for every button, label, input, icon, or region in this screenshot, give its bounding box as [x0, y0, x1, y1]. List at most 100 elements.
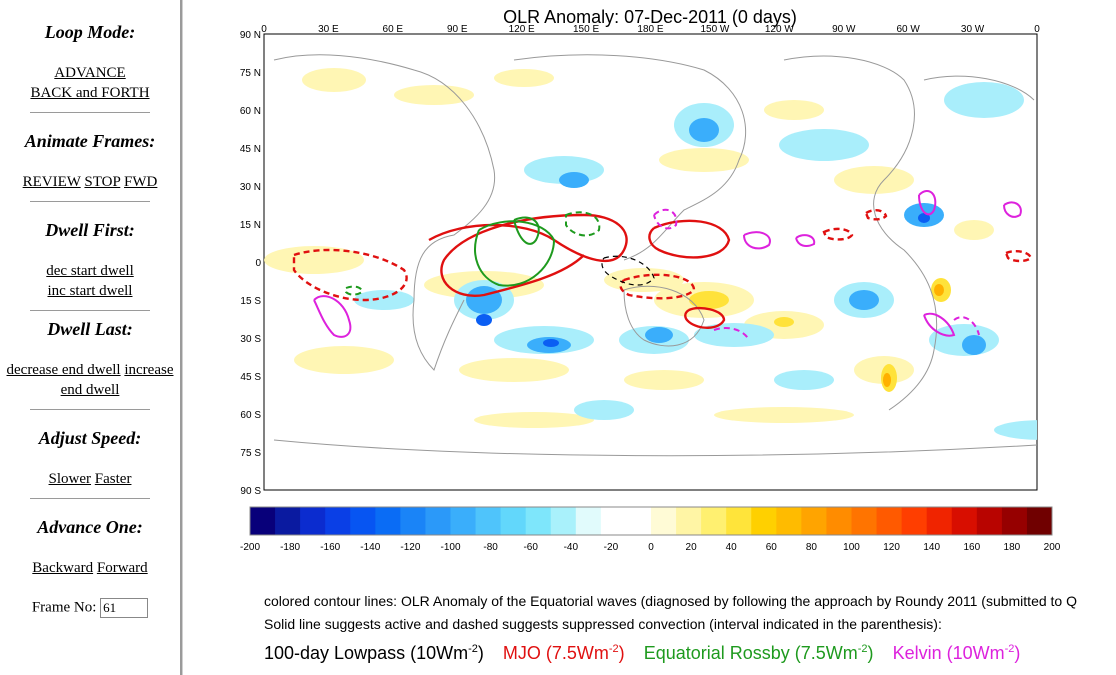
colorbar-swatch: [951, 507, 978, 535]
kelvin-active-contour: [918, 190, 937, 216]
decrease-end-dwell-link[interactable]: decrease end dwell: [6, 362, 121, 378]
legend-lowpass-close: ): [477, 643, 484, 663]
legend-mjo: MJO (7.5Wm-2): [503, 643, 625, 663]
dec-start-dwell-link[interactable]: dec start dwell: [46, 263, 134, 279]
longitude-label: 60 E: [383, 24, 404, 35]
latitude-label: 30 N: [240, 182, 261, 193]
frame-number-input[interactable]: [100, 598, 149, 618]
legend-kelvin-close: ): [1014, 643, 1021, 663]
speed-section: Adjust Speed: Slower Faster: [0, 428, 180, 489]
latitude-labels: 90 N 75 N 60 N 45 N 30 N 15 N 0 15 S 30 S 45 S 60 …: [240, 30, 262, 497]
kelvin-active-contour: [743, 231, 771, 250]
legend-exp: -2: [608, 643, 619, 655]
colorbar-label: 0: [648, 542, 654, 553]
latitude-label: 60 N: [240, 106, 261, 117]
forward-link[interactable]: Forward: [96, 560, 148, 576]
peak-negative-patches: [476, 213, 930, 347]
colorbar-swatch: [625, 507, 652, 535]
colorbar-label: 80: [806, 542, 818, 553]
legend-rossby-label: Equatorial Rossby (7.5Wm: [643, 643, 858, 663]
longitude-label: 120 W: [765, 24, 794, 35]
colorbar-labels: -200 -180 -160 -140 -120 -100 -80 -60 -40 -20 0 20 4…: [240, 542, 1061, 553]
rossby-suppressed-contour: [345, 285, 364, 296]
mjo-contours: [292, 208, 1033, 329]
map-panel: OLR Anomaly: 07-Dec-2011 (0 days): [184, 0, 1116, 675]
longitude-label: 0: [261, 24, 267, 35]
fwd-link[interactable]: FWD: [124, 174, 158, 190]
longitude-label: 180 E: [637, 24, 663, 35]
latitude-label: 15 S: [240, 296, 261, 307]
longitude-labels: 0 30 E 60 E 90 E 120 E 150 E 180 E 150 W 120 W 90…: [261, 24, 1040, 35]
kelvin-active-contour: [313, 295, 352, 338]
advance-one-section: Advance One: Backward Forward: [0, 517, 180, 578]
frame-number-label: Frame No:: [31, 599, 97, 616]
longitude-label: 0: [1034, 24, 1040, 35]
increase-end-dwell-link[interactable]: increase: [124, 362, 174, 378]
speed-heading: Adjust Speed:: [38, 428, 142, 448]
map-title: OLR Anomaly: 07-Dec-2011 (0 days): [503, 7, 797, 27]
review-link[interactable]: REVIEW: [22, 174, 81, 190]
kelvin-contours: [313, 190, 1022, 341]
latitude-label: 30 S: [240, 334, 261, 345]
colorbar-label: 180: [1004, 542, 1021, 553]
backward-link[interactable]: Backward: [32, 560, 94, 576]
loop-mode-section: Loop Mode: ADVANCE BACK and FORTH: [0, 22, 180, 103]
colorbar-swatch: [1026, 507, 1053, 535]
legend-lowpass: 100-day Lowpass (10Wm-2): [264, 643, 484, 663]
divider: [30, 409, 150, 410]
colorbar-swatch: [701, 507, 727, 535]
colorbar-swatch: [926, 507, 953, 535]
colorbar-label: -180: [280, 542, 300, 553]
kelvin-active-contour: [923, 312, 956, 337]
caption-line-1: colored contour lines: OLR Anomaly of th…: [264, 593, 1077, 609]
back-and-forth-link[interactable]: BACK and FORTH: [30, 85, 150, 101]
longitude-label: 30 E: [318, 24, 339, 35]
legend-kelvin-label: Kelvin (10Wm: [892, 643, 1005, 663]
inc-start-dwell-link[interactable]: inc start dwell: [47, 283, 133, 299]
longitude-label: 60 W: [896, 24, 920, 35]
latitude-label: 0: [255, 258, 261, 269]
colorbar-swatch: [826, 507, 852, 535]
loop-mode-heading: Loop Mode:: [44, 22, 136, 42]
colorbar-label: -120: [400, 542, 420, 553]
legend-mjo-close: ): [618, 643, 625, 663]
legend-kelvin: Kelvin (10Wm-2): [893, 643, 1021, 663]
longitude-label: 120 E: [509, 24, 535, 35]
legend-rossby: Equatorial Rossby (7.5Wm-2): [644, 643, 874, 663]
colorbar-label: 120: [883, 542, 900, 553]
latitude-label: 60 S: [240, 410, 261, 421]
legend-exp: -2: [857, 643, 868, 655]
mjo-suppressed-contour: [292, 248, 408, 302]
colorbar-label: 40: [726, 542, 738, 553]
rossby-active-contour: [513, 216, 540, 245]
colorbar-swatch: [325, 507, 351, 535]
control-sidebar: Loop Mode: ADVANCE BACK and FORTH Animat…: [0, 0, 182, 675]
colorbar-swatch: [300, 507, 326, 535]
stop-link[interactable]: STOP: [84, 174, 121, 190]
advance-link[interactable]: ADVANCE: [54, 65, 126, 81]
latitude-label: 45 S: [240, 372, 261, 383]
colorbar-border: [249, 506, 1053, 536]
colorbar-swatch: [400, 507, 426, 535]
colorbar-swatch: [575, 507, 602, 535]
colorbar: [249, 506, 1053, 536]
sidebar-border: [182, 0, 183, 675]
colorbar-swatch: [600, 507, 627, 535]
mjo-suppressed-contour: [619, 273, 696, 300]
faster-link[interactable]: Faster: [94, 471, 132, 487]
increase-end-dwell-link-cont[interactable]: end dwell: [60, 382, 120, 398]
map-frame: [263, 33, 1038, 491]
lowpass-suppressed-contour: [601, 255, 655, 286]
mjo-active-contour: [684, 306, 726, 329]
latitude-label: 90 S: [240, 486, 261, 497]
animate-section: Animate Frames: REVIEW STOP FWD: [0, 131, 180, 192]
colorbar-swatch: [525, 507, 552, 535]
latitude-label: 75 S: [240, 448, 261, 459]
lowpass-contours: [601, 255, 655, 286]
colorbar-swatch: [250, 507, 276, 535]
rossby-suppressed-contour: [565, 211, 601, 237]
colorbar-swatch: [450, 507, 477, 535]
colorbar-swatch: [350, 507, 376, 535]
slower-link[interactable]: Slower: [48, 471, 92, 487]
colorbar-swatch: [801, 507, 827, 535]
